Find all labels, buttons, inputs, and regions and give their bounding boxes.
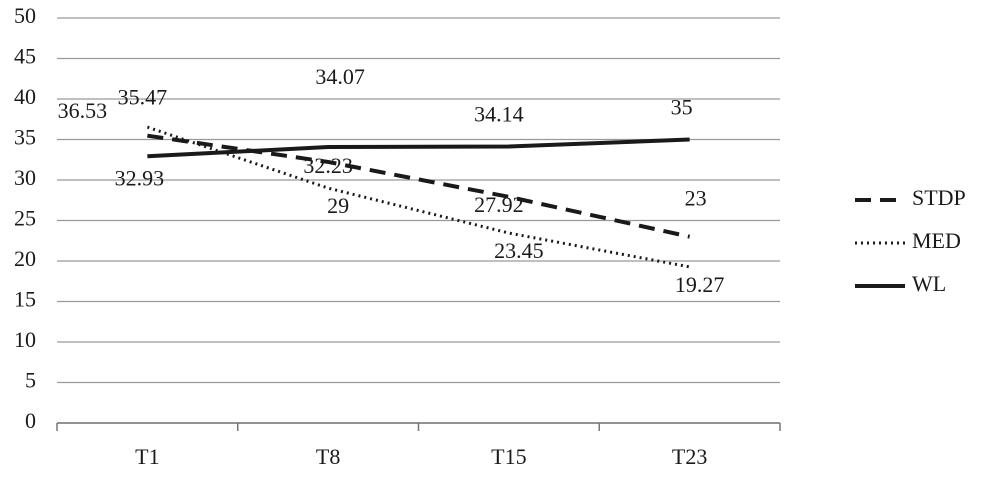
series-line — [146, 125, 690, 269]
y-tick-label: 25 — [14, 206, 36, 231]
legend-label: WL — [912, 271, 946, 296]
x-tick-label: T23 — [672, 444, 707, 469]
data-label: 36.53 — [58, 98, 108, 123]
y-tick-label: 15 — [14, 287, 36, 312]
series-line — [147, 137, 690, 159]
data-label: 32.93 — [115, 165, 165, 190]
data-label: 29 — [327, 193, 349, 218]
y-tick-label: 50 — [14, 3, 36, 28]
x-tick-label: T15 — [491, 444, 526, 469]
legend-label: STDP — [912, 185, 966, 210]
series-line — [147, 133, 691, 239]
y-tick-label: 5 — [25, 368, 36, 393]
data-label: 34.14 — [474, 102, 524, 127]
y-tick-label: 0 — [25, 408, 36, 433]
legend-label: MED — [912, 228, 961, 253]
x-tick-label: T8 — [316, 444, 340, 469]
y-tick-label: 40 — [14, 84, 36, 109]
y-tick-label: 10 — [14, 327, 36, 352]
data-label: 35 — [671, 95, 693, 120]
data-label: 32.23 — [303, 153, 353, 178]
data-label: 23.45 — [494, 238, 544, 263]
x-tick-label: T1 — [135, 444, 159, 469]
y-tick-label: 20 — [14, 246, 36, 271]
data-label: 35.47 — [118, 85, 168, 110]
y-tick-label: 45 — [14, 44, 36, 69]
y-tick-label: 30 — [14, 165, 36, 190]
data-label: 27.92 — [474, 192, 524, 217]
data-label: 23 — [685, 186, 707, 211]
data-label: 19.27 — [675, 272, 725, 297]
y-tick-label: 35 — [14, 125, 36, 150]
data-label: 34.07 — [315, 64, 365, 89]
